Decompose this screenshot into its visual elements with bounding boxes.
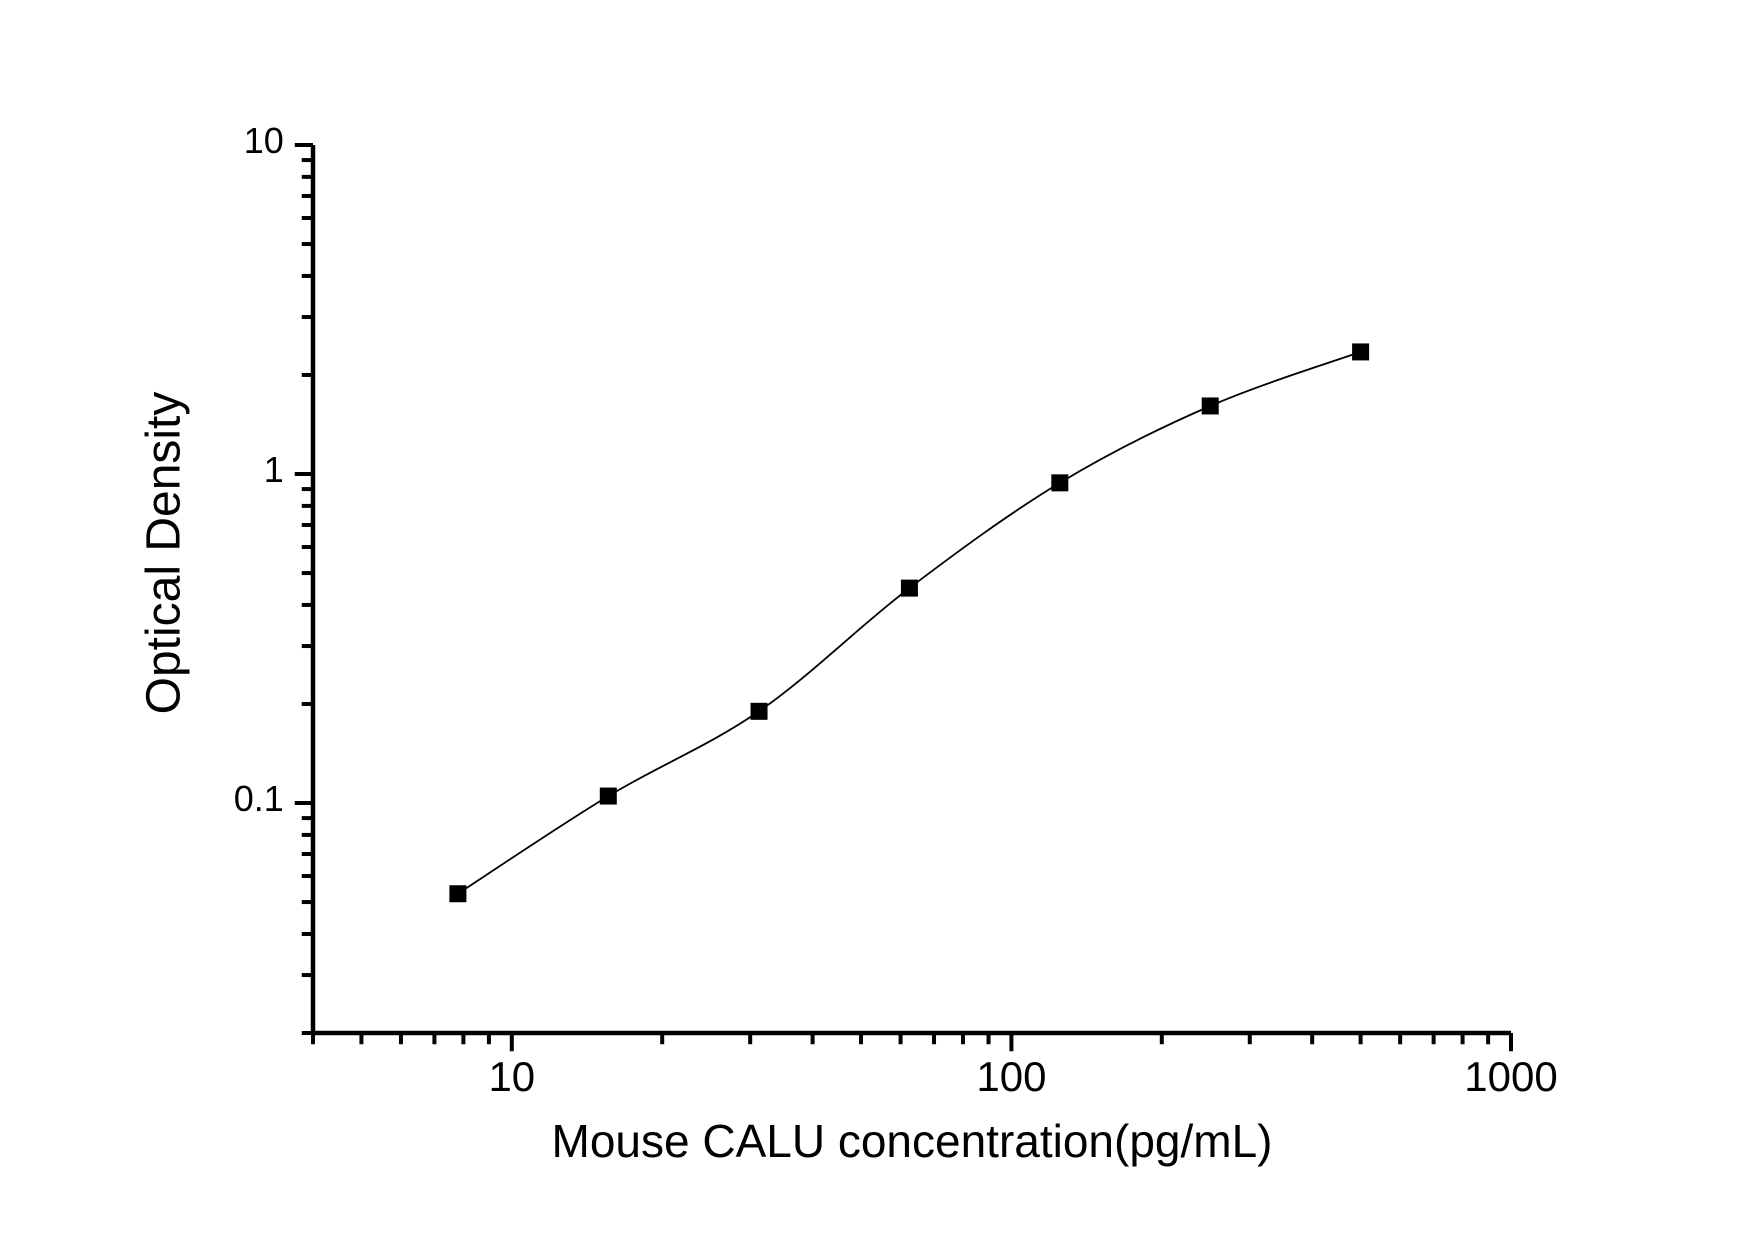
fitted-curve: [457, 351, 1361, 895]
data-point-marker: [900, 579, 918, 597]
data-point-marker: [750, 702, 768, 720]
data-point-marker: [449, 885, 467, 903]
y-axis-title: Optical Density: [138, 392, 191, 715]
data-point-marker: [599, 787, 617, 805]
x-tick-label: 1000: [1464, 1053, 1557, 1100]
y-tick-label: 0.1: [234, 778, 284, 819]
x-axis-title: Mouse CALU concentration(pg/mL): [552, 1115, 1273, 1167]
data-point-marker: [1051, 474, 1069, 492]
y-axis-tick-labels: 0.1 1 10: [234, 120, 284, 819]
data-point-marker: [1352, 343, 1370, 361]
x-axis-ticks: [311, 1033, 1513, 1052]
data-point-markers: [449, 343, 1370, 903]
data-point-marker: [1201, 397, 1219, 415]
y-axis-ticks: [294, 143, 313, 1035]
y-tick-label: 10: [244, 120, 284, 161]
y-tick-label: 1: [264, 449, 284, 490]
x-tick-label: 10: [488, 1053, 535, 1100]
x-axis-tick-labels: 10 100 1000: [488, 1053, 1557, 1100]
x-tick-label: 100: [976, 1053, 1046, 1100]
curve-line: [457, 351, 1361, 895]
